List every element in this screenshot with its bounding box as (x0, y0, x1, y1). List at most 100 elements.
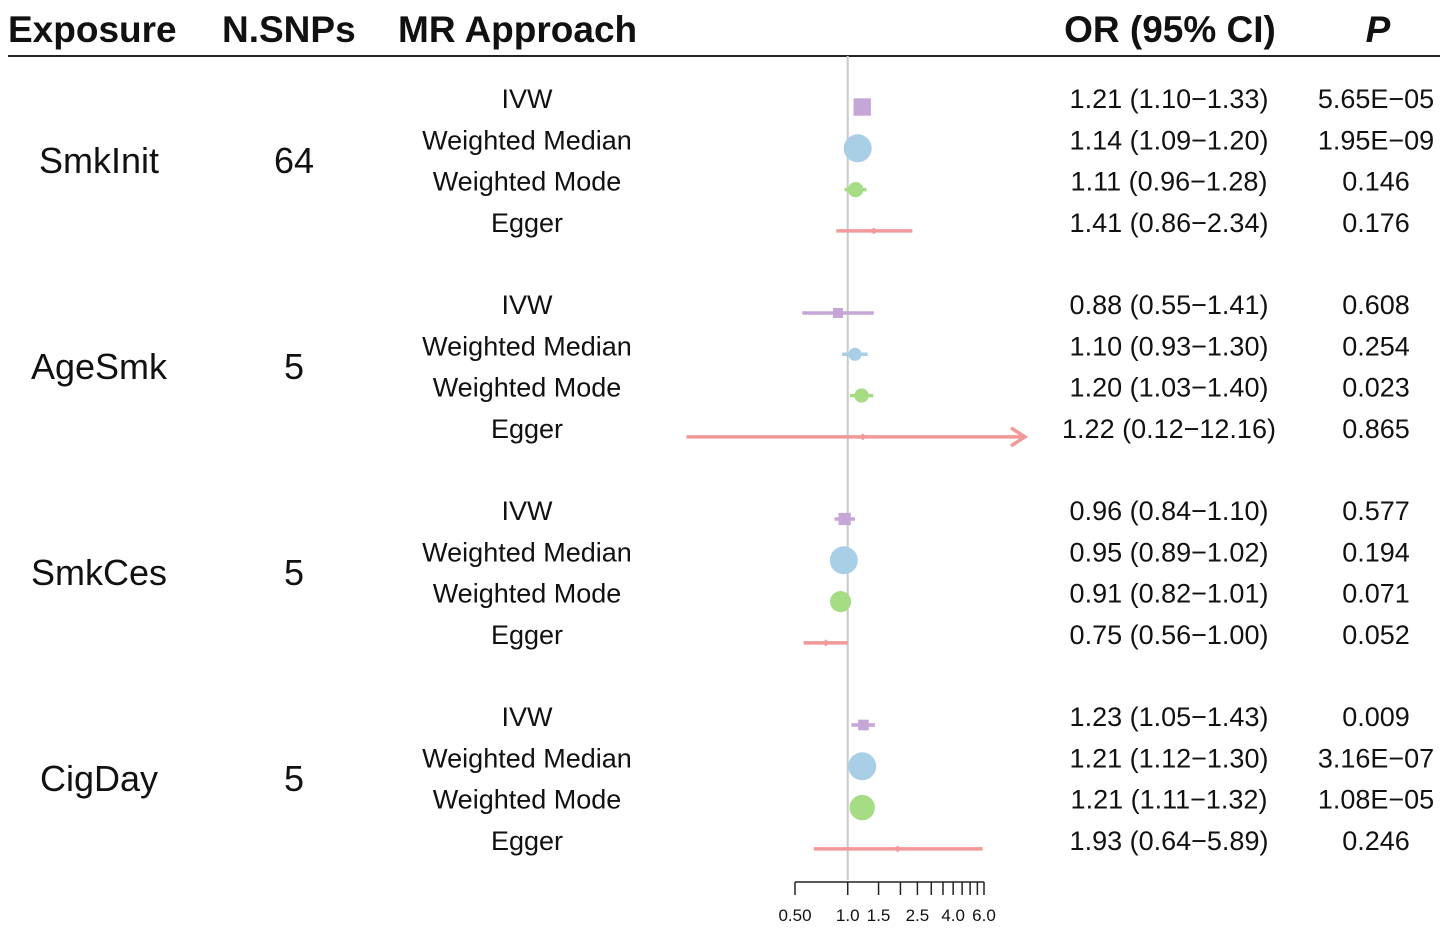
or-ci-label: 1.10 (0.93−1.30) (1070, 331, 1269, 361)
point-diamond (859, 433, 867, 441)
x-tick-label: 4.0 (941, 906, 965, 925)
group-agesmk: AgeSmk 5 IVW 0.88 (0.55−1.41) 0.608 Weighted … (31, 290, 1410, 448)
point-square (838, 512, 851, 526)
or-ci-label: 1.21 (1.11−1.32) (1071, 785, 1268, 815)
header-p: P (1366, 9, 1391, 50)
p-value-label: 1.95E−09 (1318, 125, 1434, 155)
group-cigday: CigDay 5 IVW 1.23 (1.05−1.43) 0.009 Weighted … (40, 702, 1434, 856)
or-ci-label: 1.22 (0.12−12.16) (1062, 414, 1276, 444)
method-label: Weighted Mode (433, 785, 622, 815)
or-ci-label: 1.20 (1.03−1.40) (1070, 373, 1269, 403)
or-ci-label: 1.23 (1.05−1.43) (1070, 702, 1269, 732)
or-ci-label: 1.21 (1.12−1.30) (1070, 743, 1269, 773)
row-cigday-weighted-mode: Weighted Mode 1.21 (1.11−1.32) 1.08E−05 (433, 785, 1434, 821)
or-ci-label: 0.88 (0.55−1.41) (1070, 290, 1269, 320)
nsnps-label: 5 (284, 758, 304, 799)
row-smkces-weighted-mode: Weighted Mode 0.91 (0.82−1.01) 0.071 (433, 579, 1410, 613)
p-value-label: 0.009 (1342, 702, 1410, 732)
point-square (853, 98, 871, 116)
exposure-label: CigDay (40, 758, 158, 799)
p-value-label: 0.246 (1342, 826, 1410, 856)
method-label: Egger (491, 208, 563, 238)
header-exposure: Exposure (8, 9, 177, 50)
row-smkces-ivw: IVW 0.96 (0.84−1.10) 0.577 (502, 496, 1410, 526)
row-agesmk-egger: Egger 1.22 (0.12−12.16) 0.865 (491, 414, 1410, 448)
header-mr-approach: MR Approach (398, 9, 637, 50)
x-tick-label: 2.5 (906, 906, 930, 925)
point-circle (829, 546, 858, 575)
forest-rows: SmkInit 64 IVW 1.21 (1.10−1.33) 5.65E−05 Weig… (31, 84, 1434, 856)
row-cigday-weighted-median: Weighted Median 1.21 (1.12−1.30) 3.16E−07 (422, 743, 1434, 781)
method-label: Weighted Mode (433, 167, 622, 197)
method-label: IVW (502, 496, 554, 526)
p-value-label: 0.194 (1342, 537, 1410, 567)
p-value-label: 3.16E−07 (1318, 743, 1434, 773)
p-value-label: 0.146 (1342, 167, 1410, 197)
method-label: Egger (491, 414, 563, 444)
or-ci-label: 0.96 (0.84−1.10) (1070, 496, 1269, 526)
method-label: Egger (491, 826, 563, 856)
method-label: Weighted Mode (433, 579, 622, 609)
header-row: Exposure N.SNPs MR Approach OR (95% CI) … (8, 9, 1391, 50)
exposure-label: AgeSmk (31, 346, 168, 387)
method-label: Weighted Median (422, 743, 632, 773)
row-agesmk-weighted-mode: Weighted Mode 1.20 (1.03−1.40) 0.023 (433, 373, 1410, 403)
row-smkinit-egger: Egger 1.41 (0.86−2.34) 0.176 (491, 208, 1410, 238)
x-tick-label: 1.0 (836, 906, 860, 925)
row-cigday-egger: Egger 1.93 (0.64−5.89) 0.246 (491, 826, 1410, 856)
exposure-label: SmkCes (31, 552, 167, 593)
or-ci-label: 1.14 (1.09−1.20) (1070, 125, 1269, 155)
method-label: IVW (502, 290, 554, 320)
p-value-label: 5.65E−05 (1318, 84, 1434, 114)
p-value-label: 0.052 (1342, 620, 1410, 650)
or-ci-label: 0.75 (0.56−1.00) (1070, 620, 1269, 650)
point-circle (848, 181, 864, 198)
header-nsnps: N.SNPs (222, 9, 356, 50)
point-circle (854, 388, 869, 403)
p-value-label: 0.023 (1342, 373, 1410, 403)
x-tick-label: 1.5 (867, 906, 891, 925)
method-label: Weighted Mode (433, 373, 622, 403)
row-smkces-weighted-median: Weighted Median 0.95 (0.89−1.02) 0.194 (422, 537, 1410, 575)
group-smkces: SmkCes 5 IVW 0.96 (0.84−1.10) 0.577 Weighted … (31, 496, 1410, 650)
point-circle (848, 347, 862, 361)
p-value-label: 0.865 (1342, 414, 1410, 444)
method-label: IVW (502, 84, 554, 114)
exposure-label: SmkInit (39, 140, 159, 181)
point-diamond (870, 227, 878, 235)
p-value-label: 0.254 (1342, 331, 1410, 361)
point-circle (848, 752, 877, 781)
or-ci-label: 1.21 (1.10−1.33) (1070, 84, 1269, 114)
row-smkinit-ivw: IVW 1.21 (1.10−1.33) 5.65E−05 (502, 84, 1434, 116)
or-ci-label: 0.95 (0.89−1.02) (1070, 537, 1269, 567)
row-smkces-egger: Egger 0.75 (0.56−1.00) 0.052 (491, 620, 1410, 650)
row-smkinit-weighted-mode: Weighted Mode 1.11 (0.96−1.28) 0.146 (433, 167, 1410, 198)
row-agesmk-weighted-median: Weighted Median 1.10 (0.93−1.30) 0.254 (422, 331, 1410, 361)
point-square (832, 308, 843, 318)
point-circle (829, 591, 852, 613)
row-cigday-ivw: IVW 1.23 (1.05−1.43) 0.009 (502, 702, 1410, 732)
x-tick-label: 6.0 (972, 906, 996, 925)
method-label: Weighted Median (422, 537, 632, 567)
p-value-label: 0.071 (1342, 579, 1410, 609)
method-label: Weighted Median (422, 125, 632, 155)
ci-arrow (1010, 426, 1029, 448)
row-smkinit-weighted-median: Weighted Median 1.14 (1.09−1.20) 1.95E−09 (422, 125, 1434, 163)
or-ci-label: 0.91 (0.82−1.01) (1070, 579, 1269, 609)
nsnps-label: 5 (284, 552, 304, 593)
p-value-label: 1.08E−05 (1318, 785, 1434, 815)
p-value-label: 0.577 (1342, 496, 1410, 526)
method-label: Egger (491, 620, 563, 650)
nsnps-label: 64 (274, 140, 314, 181)
p-value-label: 0.176 (1342, 208, 1410, 238)
point-diamond (894, 845, 902, 853)
point-circle (843, 134, 872, 163)
point-diamond (822, 639, 830, 647)
header-or-ci: OR (95% CI) (1064, 9, 1276, 50)
or-ci-label: 1.11 (0.96−1.28) (1071, 167, 1268, 197)
x-axis: 0.50 1.0 1.5 2.5 4.0 6.0 (778, 881, 996, 925)
row-agesmk-ivw: IVW 0.88 (0.55−1.41) 0.608 (502, 290, 1410, 320)
p-value-label: 0.608 (1342, 290, 1410, 320)
point-square (858, 719, 869, 731)
method-label: IVW (502, 702, 554, 732)
